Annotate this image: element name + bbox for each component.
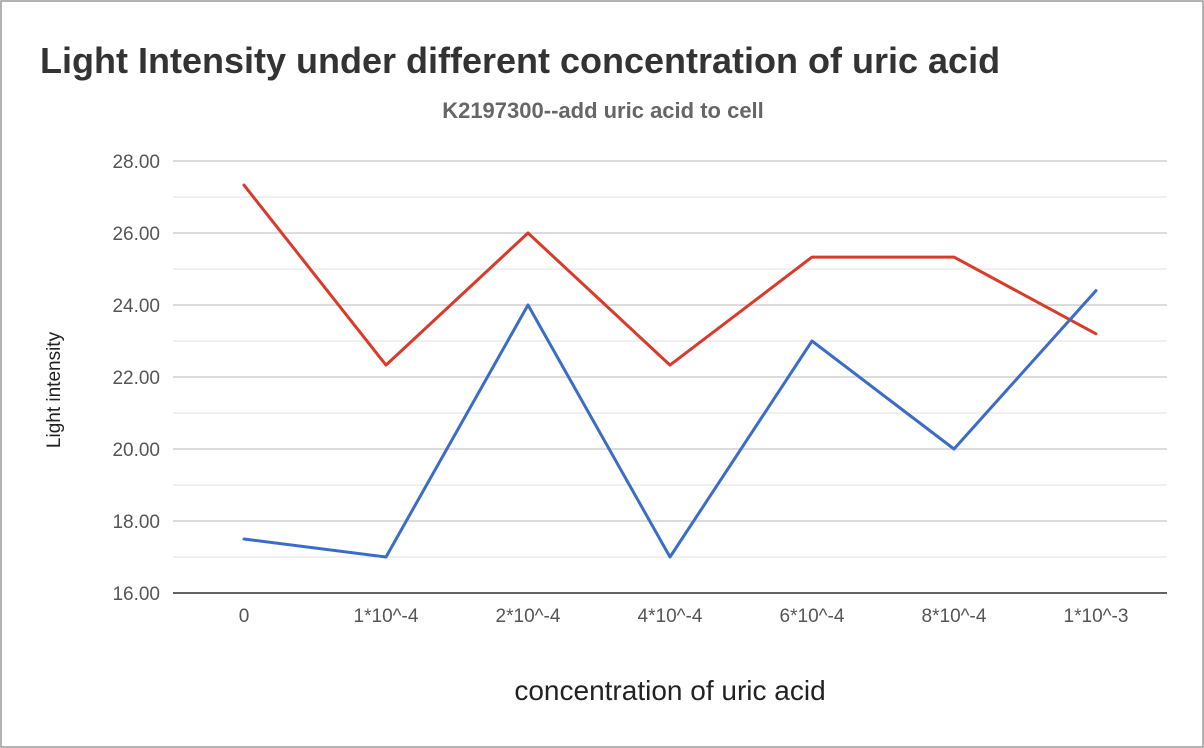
x-tick-label: 4*10^-4 bbox=[638, 606, 703, 627]
y-tick-label: 26.00 bbox=[112, 224, 160, 245]
chart-subtitle: K2197300--add uric acid to cell bbox=[442, 98, 764, 123]
y-tick-label: 24.00 bbox=[112, 296, 160, 317]
x-tick-label: 8*10^-4 bbox=[922, 606, 987, 627]
series-line-2 bbox=[242, 289, 1098, 559]
x-tick-label: 2*10^-4 bbox=[496, 606, 561, 627]
x-tick-label: 0 bbox=[239, 606, 250, 627]
y-tick-label: 22.00 bbox=[112, 368, 160, 389]
x-tick-label: 6*10^-4 bbox=[780, 606, 845, 627]
y-axis-label: Light intensity bbox=[44, 331, 65, 448]
series-line-1 bbox=[242, 183, 1098, 367]
y-tick-label: 20.00 bbox=[112, 440, 160, 461]
chart-title: Light Intensity under different concentr… bbox=[40, 40, 1000, 81]
y-tick-label: 28.00 bbox=[112, 152, 160, 173]
x-tick-label: 1*10^-4 bbox=[354, 606, 419, 627]
y-axis-ticks: 16.00 18.00 20.00 22.00 24.00 26.00 28.00 bbox=[112, 152, 160, 605]
x-axis-label: concentration of uric acid bbox=[514, 675, 825, 706]
y-tick-label: 16.00 bbox=[112, 584, 160, 605]
series-lines bbox=[242, 183, 1098, 559]
x-axis-ticks: 0 1*10^-4 2*10^-4 4*10^-4 6*10^-4 8*10^-4 1*10… bbox=[239, 606, 1129, 627]
y-tick-label: 18.00 bbox=[112, 512, 160, 533]
x-tick-label: 1*10^-3 bbox=[1064, 606, 1129, 627]
